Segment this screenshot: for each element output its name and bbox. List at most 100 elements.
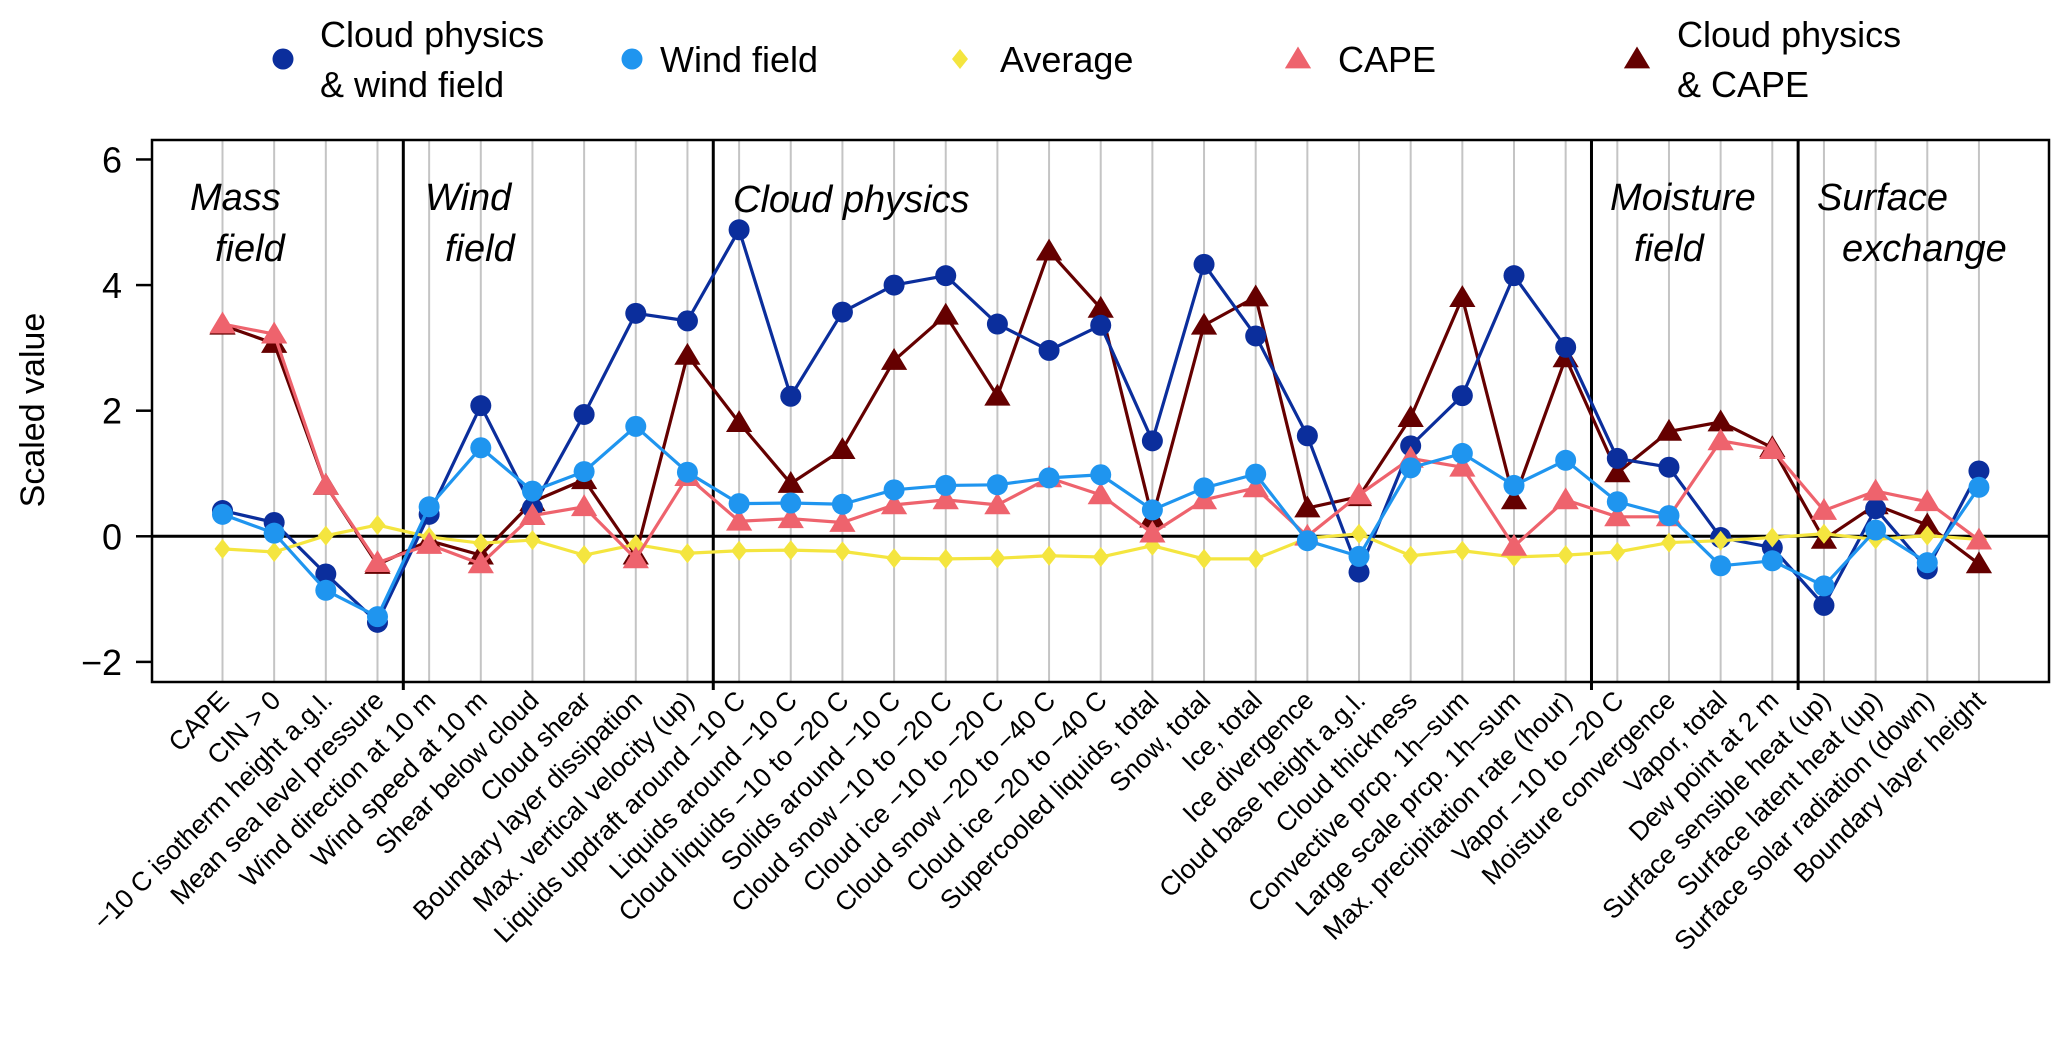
data-point	[1916, 552, 1938, 574]
data-point	[1245, 463, 1267, 485]
data-point	[524, 530, 541, 551]
data-point	[1196, 548, 1213, 569]
data-point	[834, 541, 851, 562]
group-label: field	[445, 228, 517, 270]
data-point	[1190, 312, 1218, 335]
data-point	[1454, 540, 1471, 561]
data-point	[622, 546, 649, 569]
legend-label: Wind field	[660, 39, 818, 80]
data-point	[1141, 499, 1163, 521]
legend-marker-diamond-icon	[952, 49, 968, 69]
data-point	[1707, 428, 1734, 451]
data-point	[1348, 561, 1370, 583]
group-label: Wind	[425, 177, 513, 219]
data-point	[1451, 385, 1473, 407]
data-point	[214, 538, 231, 559]
data-point	[1552, 487, 1579, 510]
data-point	[467, 551, 494, 574]
data-point	[725, 508, 753, 531]
data-point	[1038, 339, 1060, 361]
data-point	[1245, 325, 1267, 347]
data-point	[932, 487, 959, 510]
legend-label: & CAPE	[1677, 64, 1809, 105]
data-point	[576, 545, 593, 566]
data-point	[1919, 525, 1936, 546]
data-point	[1710, 555, 1732, 577]
data-point	[1606, 491, 1628, 513]
data-point	[780, 385, 802, 407]
data-point	[1090, 314, 1112, 336]
data-point	[728, 493, 750, 515]
data-point	[986, 313, 1008, 335]
data-point	[263, 522, 285, 544]
data-point	[261, 321, 288, 344]
data-point	[1503, 265, 1525, 287]
legend-label: Cloud physics	[320, 14, 544, 55]
data-point	[1660, 532, 1677, 553]
data-point	[725, 410, 753, 432]
data-point	[1655, 418, 1683, 441]
data-point	[1141, 430, 1163, 452]
data-point	[1759, 437, 1786, 459]
data-point	[470, 437, 492, 459]
data-point	[266, 541, 283, 562]
data-point	[1813, 594, 1835, 616]
data-point	[1451, 442, 1473, 464]
data-point	[212, 503, 233, 525]
data-point	[676, 310, 698, 332]
data-point	[731, 540, 748, 561]
data-point	[986, 474, 1008, 496]
data-point	[209, 311, 236, 334]
legend-marker-triangle-icon	[1284, 46, 1312, 69]
data-point	[1397, 405, 1424, 427]
data-point	[989, 548, 1006, 569]
data-point	[880, 347, 908, 370]
y-axis: −2 0 2 4 6	[81, 139, 152, 683]
data-point	[1193, 477, 1215, 499]
data-point	[1348, 545, 1370, 567]
data-point	[1449, 285, 1476, 308]
group-dividers	[401, 140, 1800, 690]
data-point	[1761, 550, 1783, 572]
data-point	[1914, 512, 1941, 535]
data-point	[1402, 545, 1419, 566]
group-label: Moisture	[1610, 177, 1756, 219]
data-point	[1557, 545, 1574, 566]
data-point	[674, 342, 701, 365]
data-point	[315, 563, 337, 585]
data-point	[1815, 523, 1832, 544]
data-point	[932, 302, 959, 325]
data-point	[1965, 551, 1993, 574]
data-point	[1503, 474, 1525, 496]
series-wind-field	[212, 415, 1990, 628]
legend-label: Cloud physics	[1677, 14, 1901, 55]
data-point	[1813, 575, 1835, 597]
y-tick-label: −2	[81, 642, 122, 683]
data-point	[1294, 495, 1321, 518]
data-point	[935, 265, 957, 287]
legend-label: Average	[1000, 39, 1133, 80]
legend-marker-triangle-icon	[1623, 46, 1651, 69]
data-point	[676, 461, 698, 483]
data-point	[1555, 336, 1577, 358]
data-point	[1296, 425, 1318, 447]
data-point	[1351, 523, 1368, 544]
data-point	[935, 474, 957, 496]
data-point	[317, 525, 334, 546]
data-point	[1500, 487, 1528, 510]
data-point	[364, 550, 391, 573]
legend-item: Cloud physics & wind field	[272, 14, 544, 105]
data-point	[418, 496, 440, 518]
legend-item: Wind field	[621, 39, 818, 80]
data-point	[1087, 295, 1114, 318]
data-point	[1968, 460, 1990, 482]
data-point	[1400, 435, 1422, 457]
data-point	[984, 492, 1011, 515]
data-point	[880, 492, 908, 515]
data-point	[679, 543, 696, 564]
data-point	[1449, 454, 1476, 477]
data-point	[1400, 457, 1422, 479]
data-point	[1865, 519, 1887, 541]
data-point	[570, 494, 598, 517]
data-point	[831, 493, 853, 515]
